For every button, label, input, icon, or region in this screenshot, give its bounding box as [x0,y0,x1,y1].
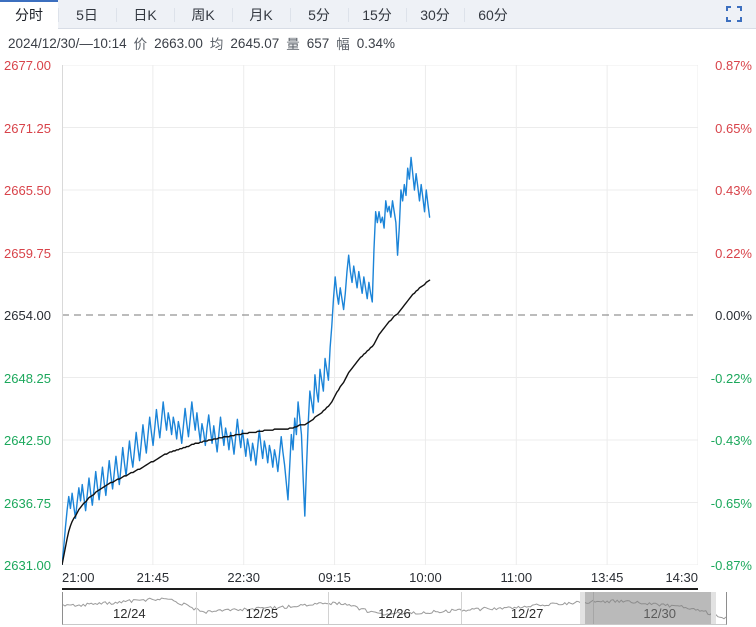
y-tick-price: 2636.75 [4,495,51,511]
navigator-selection-window[interactable] [580,592,717,624]
intraday-chart[interactable]: 2677.00 2671.25 2665.50 2659.75 2654.00 2648.… [0,57,756,572]
tab-dayk[interactable]: 日K [116,0,174,28]
y-tick-price: 2642.50 [4,433,51,448]
tab-weekk[interactable]: 周K [174,0,232,28]
tab-label: 60分 [478,7,508,23]
navigator-separator [328,592,330,624]
tab-15min[interactable]: 15分 [348,0,406,28]
tab-monthk[interactable]: 月K [232,0,290,28]
y-tick-price: 2631.00 [4,558,51,573]
y-tick-price: 2677.00 [4,58,51,73]
x-tick-label: 21:00 [62,570,95,585]
info-avg-value: 2645.07 [230,35,280,51]
x-axis-labels: 21:00 21:45 22:30 09:15 10:00 11:00 13:45 14:30 [62,570,698,588]
y-tick-percent: 0.00% [715,308,752,323]
tab-fenshi[interactable]: 分时 [0,0,58,29]
x-tick-label: 22:30 [227,570,260,585]
tab-label: 30分 [420,7,450,23]
average-line [62,279,431,565]
info-volume-value: 657 [306,35,330,51]
x-tick-label: 09:15 [318,570,351,585]
y-tick-percent: -0.87% [710,558,752,573]
quote-info-line: 2024/12/30/—10:14 价 2663.00 均 2645.07 量 … [0,29,756,57]
x-tick-label: 21:45 [136,570,170,585]
timeframe-tabbar: 分时 5日 日K 周K 月K 5分 15分 30分 60分 [0,0,756,29]
chart-plot-area[interactable] [62,65,698,565]
y-tick-percent: -0.22% [710,370,752,386]
y-tick-price: 2659.75 [4,245,51,261]
tabbar-spacer [522,0,712,28]
tab-5min[interactable]: 5分 [290,0,348,28]
info-volume-label: 量 [286,37,300,52]
navigator-date-label: 12/25 [245,606,279,621]
y-tick-percent: 0.22% [715,245,752,261]
price-line [62,156,431,565]
tab-label: 15分 [362,7,392,23]
tab-label: 月K [249,7,273,23]
y-tick-percent: 0.65% [715,120,752,136]
info-range-label: 幅 [336,37,350,52]
navigator-separator [195,592,197,624]
navigator-date-label: 12/26 [378,606,411,621]
tab-label: 5日 [76,7,98,23]
y-tick-price: 2665.50 [4,183,51,198]
info-datetime: 2024/12/30/—10:14 [8,35,127,51]
y-tick-percent: 0.43% [715,183,752,198]
y-tick-price: 2671.25 [4,120,51,136]
fullscreen-button[interactable] [712,0,756,28]
x-tick-label: 14:30 [665,570,698,585]
fullscreen-icon [726,6,742,22]
tab-60min[interactable]: 60分 [464,0,522,28]
navigator-separator [460,592,462,624]
info-avg-label: 均 [209,37,224,52]
tab-label: 日K [133,7,157,23]
navigator-date-label: 12/27 [510,606,544,621]
tab-5day[interactable]: 5日 [58,0,116,28]
tab-label: 分时 [15,7,43,23]
y-tick-percent: -0.43% [710,433,752,448]
tab-label: 5分 [308,7,330,23]
navigator-date-label: 12/24 [113,606,146,621]
x-tick-label: 13:45 [590,570,624,585]
tab-label: 周K [191,7,215,23]
y-tick-price: 2654.00 [4,308,51,323]
info-range-value: 0.34% [356,35,396,51]
y-tick-percent: 0.87% [715,58,752,73]
info-price-label: 价 [133,37,148,52]
x-axis-rule [62,588,698,590]
y-tick-percent: -0.65% [710,495,752,511]
info-price-value: 2663.00 [154,35,203,51]
x-tick-label: 10:00 [409,570,442,585]
y-tick-price: 2648.25 [4,370,51,386]
x-tick-label: 11:00 [500,570,533,585]
tab-30min[interactable]: 30分 [406,0,464,28]
